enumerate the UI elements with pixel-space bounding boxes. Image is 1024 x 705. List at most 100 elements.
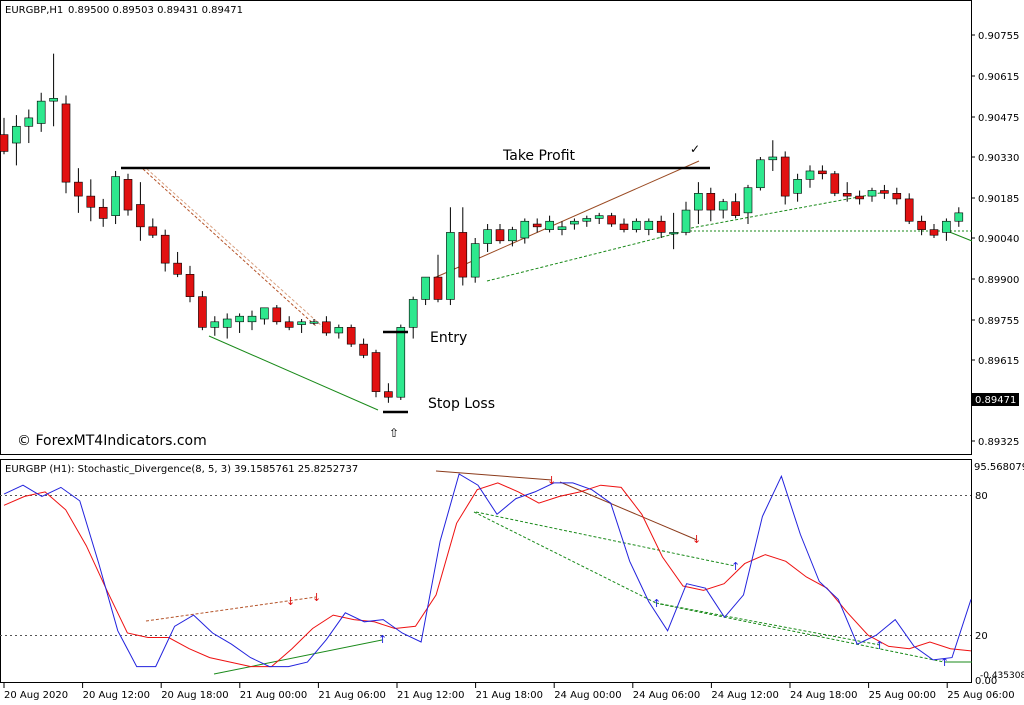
bull-candle — [805, 170, 815, 180]
time-tick-label: 24 Aug 18:00 — [790, 690, 857, 701]
ohlc-values: 0.89500 0.89503 0.89431 0.89471 — [68, 5, 243, 16]
bear-candle — [532, 223, 542, 228]
time-tick-label: 21 Aug 00:00 — [240, 690, 307, 701]
take-profit-label: Take Profit — [502, 148, 576, 164]
osc-zero-label: 0.00 — [975, 676, 997, 687]
bull-candle — [545, 220, 554, 230]
bear-candle — [706, 193, 716, 211]
bear-candle — [98, 206, 108, 219]
bear-candle — [284, 321, 294, 328]
time-tick-label: 25 Aug 00:00 — [869, 690, 936, 701]
bull-candle — [49, 98, 58, 102]
current-price-label: 0.89471 — [975, 395, 1016, 406]
bear-candle — [371, 352, 381, 392]
brown-divergence-osc-line — [559, 481, 698, 541]
green-divergence-osc-line — [473, 511, 657, 604]
time-tick-label: 21 Aug 12:00 — [397, 690, 464, 701]
price-tick-label: 0.90475 — [978, 113, 1019, 124]
bull-candle — [570, 220, 579, 225]
bull-candle — [12, 125, 21, 144]
price-panel-frame — [0, 0, 972, 455]
bull-candle — [210, 321, 220, 328]
bull-candle — [36, 100, 46, 124]
osc-level-80-label: 80 — [975, 491, 988, 502]
brown-divergence-price-line — [142, 168, 318, 328]
green-divergence-osc-line — [659, 603, 945, 663]
bear-candle — [731, 201, 740, 216]
bull-candle — [582, 218, 592, 222]
bull-candle — [446, 232, 455, 300]
bull-candle — [396, 327, 406, 398]
bull-candle — [247, 315, 257, 323]
bear-candle — [656, 220, 666, 233]
blue-arrow-icon: ↑ — [378, 633, 387, 646]
price-tick-label: 0.90615 — [978, 72, 1019, 83]
price-tick-label: 0.90330 — [978, 153, 1019, 164]
bear-candle — [123, 179, 133, 211]
bull-candle — [470, 243, 480, 278]
bear-candle — [61, 103, 71, 183]
bull-candle — [867, 190, 877, 197]
bear-candle — [433, 276, 443, 300]
signal-arrows: ↓ ↓ ↓ ↓ ↑ ↑ ↑ ↑ ↑ — [286, 474, 949, 669]
bear-candle — [904, 198, 914, 222]
bull-candle — [520, 220, 530, 239]
bear-candle — [185, 274, 195, 297]
time-tick-label: 21 Aug 06:00 — [318, 690, 385, 701]
green-divergence-price-line — [208, 335, 379, 411]
bear-candle — [855, 195, 864, 200]
bull-candle — [954, 212, 964, 222]
bear-candle — [86, 195, 96, 208]
osc-min-label: -0.435308 — [980, 671, 1024, 681]
red-arrow-icon: ↓ — [312, 591, 321, 604]
bear-candle — [917, 220, 926, 230]
time-tick-label: 20 Aug 18:00 — [161, 690, 228, 701]
price-tick-label: 0.89900 — [978, 275, 1019, 286]
price-tick-label: 0.90040 — [978, 234, 1019, 245]
time-tick-label: 25 Aug 06:00 — [947, 690, 1014, 701]
blue-arrow-icon: ↑ — [731, 560, 740, 573]
bull-candle — [408, 299, 418, 328]
bull-candle — [756, 159, 765, 189]
bear-candle — [272, 307, 282, 323]
red-arrow-icon: ↓ — [692, 533, 701, 546]
watermark: © ForexMT4Indicators.com — [17, 433, 207, 449]
bull-candle — [743, 187, 753, 214]
time-axis: 20 Aug 2020 20 Aug 12:00 20 Aug 18:00 21 Au… — [3, 683, 1015, 701]
bear-candle — [160, 234, 170, 264]
bull-candle — [694, 193, 703, 211]
osc-level-20-label: 20 — [975, 631, 988, 642]
oscillator-divergence-lines — [145, 470, 972, 675]
time-tick-label: 24 Aug 00:00 — [554, 690, 621, 701]
bear-candle — [322, 321, 331, 334]
brown-divergence-price-line — [146, 168, 324, 328]
price-tick-label: 0.89325 — [978, 437, 1019, 448]
bull-candle — [334, 327, 344, 334]
bear-candle — [384, 391, 393, 398]
bear-candle — [0, 134, 9, 152]
osc-max-label: 95.568079 — [974, 462, 1024, 473]
bull-candle — [669, 232, 678, 235]
indicator-title: EURGBP (H1): Stochastic_Divergence(8, 5,… — [5, 464, 358, 475]
bull-candle — [483, 229, 492, 244]
time-tick-label: 20 Aug 12:00 — [83, 690, 150, 701]
bear-candle — [173, 262, 182, 275]
bull-candle — [942, 220, 951, 233]
blue-arrow-icon: ↑ — [940, 656, 949, 669]
bull-candle — [508, 229, 517, 242]
time-tick-label: 21 Aug 18:00 — [476, 690, 543, 701]
bear-candle — [619, 223, 629, 230]
bull-candle — [111, 176, 120, 216]
check-mark-icon: ✓ — [690, 142, 700, 156]
bear-candle — [198, 296, 207, 328]
red-arrow-icon: ↓ — [547, 474, 556, 487]
price-tick-label: 0.89615 — [978, 356, 1019, 367]
price-tick-label: 0.90755 — [978, 31, 1019, 42]
bear-candle — [359, 343, 368, 356]
price-tick-label: 0.90185 — [978, 194, 1019, 205]
green-divergence-osc-line — [655, 602, 881, 646]
time-tick-label: 24 Aug 06:00 — [633, 690, 700, 701]
blue-arrow-icon: ↑ — [875, 639, 884, 652]
bull-candle — [309, 321, 319, 324]
